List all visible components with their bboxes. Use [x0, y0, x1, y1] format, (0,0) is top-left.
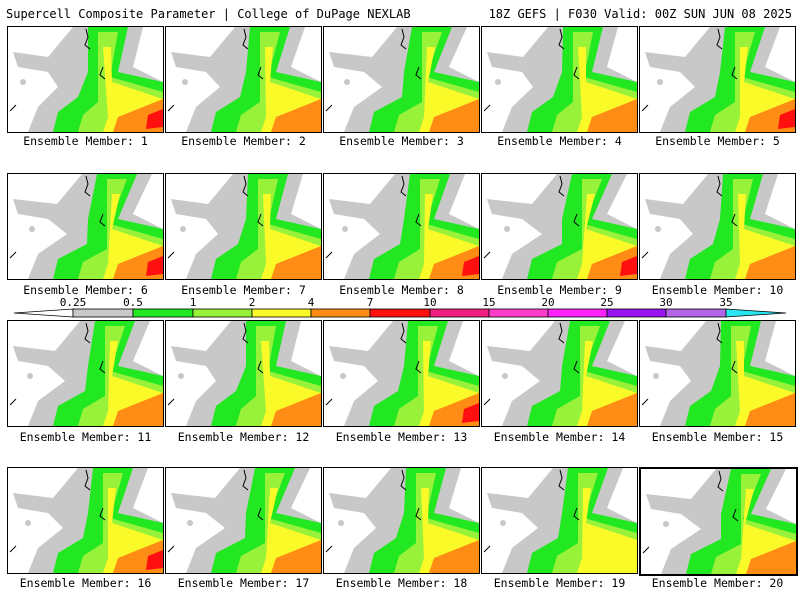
- legend-swatch: [310, 308, 371, 318]
- ensemble-member-label: Ensemble Member: 14: [493, 430, 626, 444]
- ensemble-member-label: Ensemble Member: 20: [651, 576, 784, 590]
- scp-field-map: [167, 174, 321, 279]
- ensemble-member-label: Ensemble Member: 12: [177, 430, 310, 444]
- ensemble-panel-12: [165, 320, 322, 427]
- chart-title: Supercell Composite Parameter | College …: [6, 7, 411, 21]
- ensemble-member-label: Ensemble Member: 15: [651, 430, 784, 444]
- legend-tick-label: 10: [423, 296, 436, 309]
- ensemble-member-label: Ensemble Member: 10: [651, 283, 784, 297]
- ensemble-panel-20: [639, 467, 798, 576]
- scp-field-map: [167, 321, 321, 426]
- ensemble-panel-17: [165, 467, 322, 574]
- ensemble-panel-2: [165, 26, 322, 133]
- ensemble-panel-11: [7, 320, 164, 427]
- ensemble-panel-8: [323, 173, 480, 280]
- run-valid-time: 18Z GEFS | F030 Valid: 00Z SUN JUN 08 20…: [488, 7, 792, 21]
- ensemble-panel-18: [323, 467, 480, 574]
- legend-tick-label: 2: [249, 296, 256, 309]
- ensemble-panel-6: [7, 173, 164, 280]
- ensemble-member-label: Ensemble Member: 8: [339, 283, 464, 297]
- scp-field-map: [641, 174, 795, 279]
- ensemble-member-label: Ensemble Member: 6: [23, 283, 148, 297]
- legend-tick-label: 25: [600, 296, 613, 309]
- ensemble-panel-19: [481, 467, 638, 574]
- scp-field-map: [9, 321, 163, 426]
- scp-field-map: [483, 321, 637, 426]
- legend-swatch: [72, 308, 134, 318]
- ensemble-member-label: Ensemble Member: 1: [23, 134, 148, 148]
- ensemble-panel-13: [323, 320, 480, 427]
- legend-swatch: [192, 308, 253, 318]
- ensemble-member-label: Ensemble Member: 13: [335, 430, 468, 444]
- ensemble-member-label: Ensemble Member: 7: [181, 283, 306, 297]
- legend-swatch: [488, 308, 549, 318]
- ensemble-member-label: Ensemble Member: 11: [19, 430, 152, 444]
- scp-field-map: [9, 468, 163, 573]
- ensemble-panel-15: [639, 320, 796, 427]
- legend-swatch: [547, 308, 608, 318]
- ensemble-panel-16: [7, 467, 164, 574]
- legend-underflow-triangle: [13, 308, 74, 318]
- scp-field-map: [642, 469, 796, 574]
- ensemble-panel-5: [639, 26, 796, 133]
- legend-swatch: [665, 308, 727, 318]
- scp-field-map: [641, 27, 795, 132]
- scp-field-map: [167, 27, 321, 132]
- scp-field-map: [325, 27, 479, 132]
- ensemble-panel-10: [639, 173, 796, 280]
- ensemble-member-label: Ensemble Member: 16: [19, 576, 152, 590]
- ensemble-panel-3: [323, 26, 480, 133]
- ensemble-member-label: Ensemble Member: 9: [497, 283, 622, 297]
- ensemble-panel-7: [165, 173, 322, 280]
- legend-tick-label: 30: [659, 296, 672, 309]
- legend-tick-label: 35: [719, 296, 732, 309]
- scp-field-map: [167, 468, 321, 573]
- ensemble-member-label: Ensemble Member: 5: [655, 134, 780, 148]
- ensemble-panel-9: [481, 173, 638, 280]
- legend-tick-label: 15: [482, 296, 495, 309]
- legend-tick-label: 0.25: [60, 296, 87, 309]
- ensemble-panel-4: [481, 26, 638, 133]
- legend-swatch: [606, 308, 667, 318]
- scp-field-map: [483, 27, 637, 132]
- ensemble-member-label: Ensemble Member: 17: [177, 576, 310, 590]
- legend-tick-label: 0.5: [123, 296, 143, 309]
- ensemble-panel-14: [481, 320, 638, 427]
- legend-tick-label: 1: [190, 296, 197, 309]
- scp-field-map: [9, 27, 163, 132]
- legend-swatch: [429, 308, 490, 318]
- scp-field-map: [325, 174, 479, 279]
- legend-swatch: [132, 308, 194, 318]
- scp-field-map: [483, 468, 637, 573]
- legend-tick-label: 20: [541, 296, 554, 309]
- ensemble-member-label: Ensemble Member: 4: [497, 134, 622, 148]
- scp-field-map: [9, 174, 163, 279]
- scp-field-map: [325, 321, 479, 426]
- ensemble-member-label: Ensemble Member: 19: [493, 576, 626, 590]
- legend-swatch: [369, 308, 431, 318]
- ensemble-member-label: Ensemble Member: 3: [339, 134, 464, 148]
- legend-swatch: [251, 308, 312, 318]
- scp-field-map: [641, 321, 795, 426]
- scp-field-map: [325, 468, 479, 573]
- scp-field-map: [483, 174, 637, 279]
- color-legend: 0.25 0.5 1 2 4 7 10 15 20 25 30 35: [13, 296, 787, 318]
- legend-tick-label: 7: [367, 296, 374, 309]
- ensemble-member-label: Ensemble Member: 18: [335, 576, 468, 590]
- ensemble-panel-1: [7, 26, 164, 133]
- legend-overflow-triangle: [725, 308, 787, 318]
- legend-tick-label: 4: [308, 296, 315, 309]
- ensemble-member-label: Ensemble Member: 2: [181, 134, 306, 148]
